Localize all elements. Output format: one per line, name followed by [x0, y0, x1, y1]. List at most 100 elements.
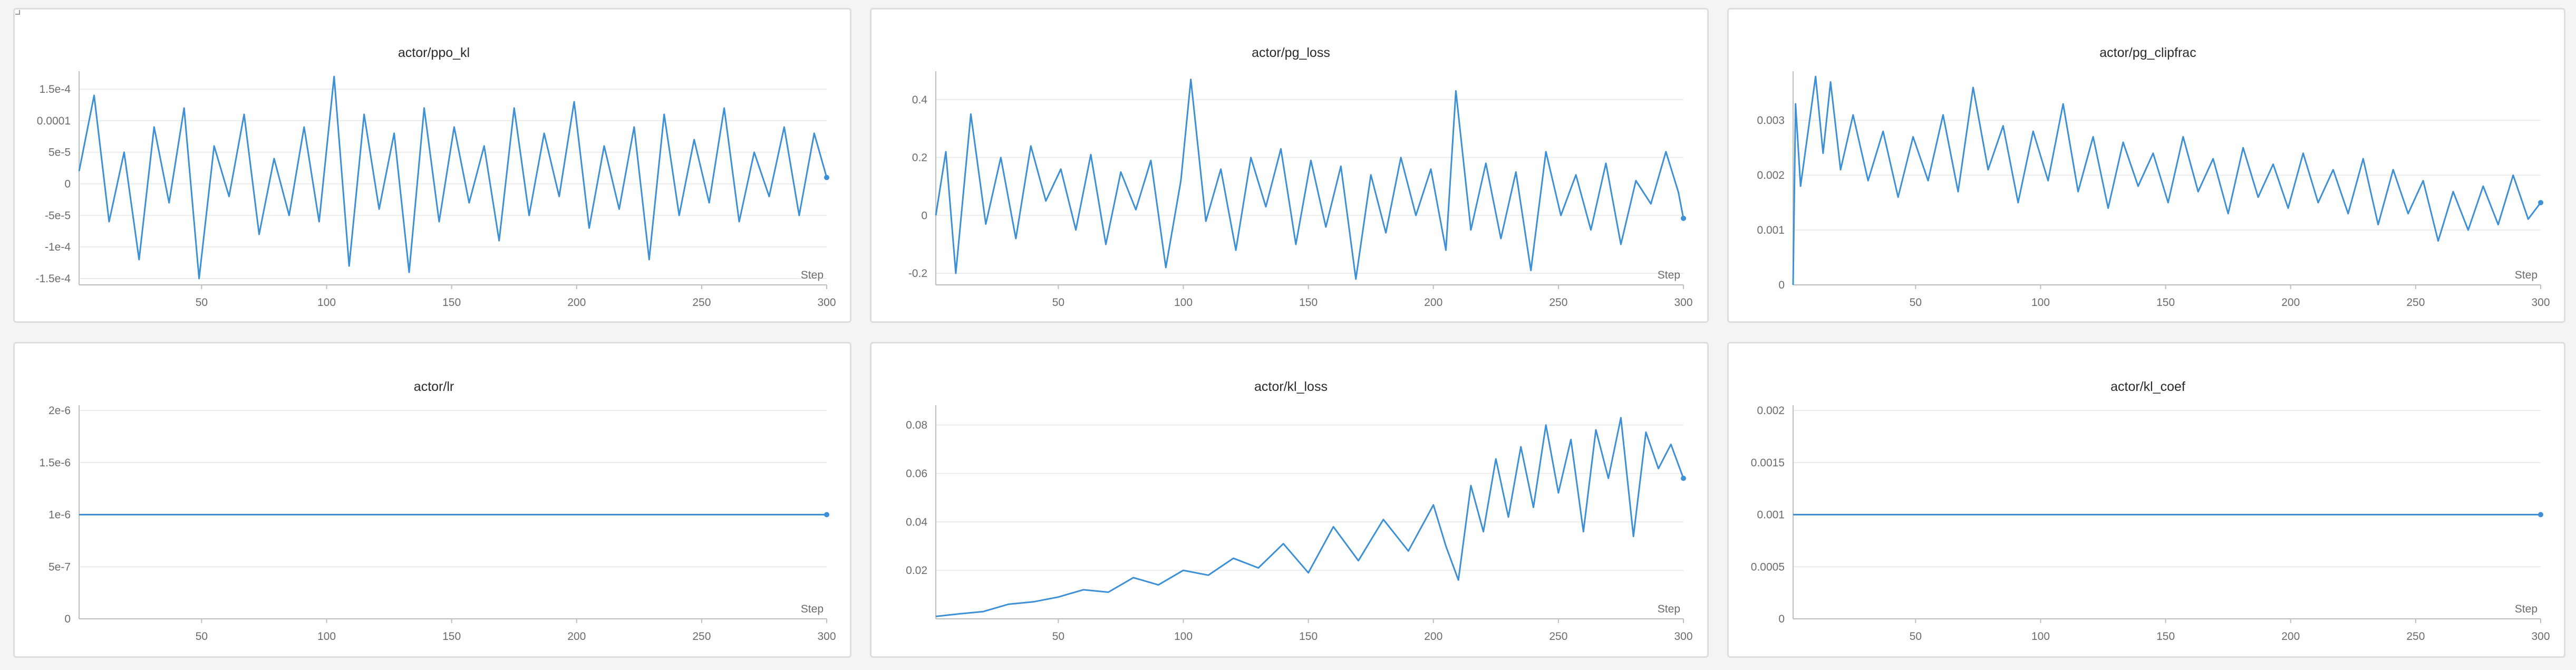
- chart-title: actor/pg_clipfrac: [2099, 45, 2196, 60]
- x-axis-label: Step: [801, 269, 824, 281]
- x-axis-label: Step: [1658, 269, 1680, 281]
- series-line: [78, 75, 828, 280]
- y-tick-label: 0.001: [1757, 509, 1785, 521]
- x-tick-label: 300: [817, 296, 836, 309]
- chart-panel[interactable]: actor/ppo_kl -1.5e-4 -1e-4 -5e-5 0 5e-5 0.0001…: [13, 8, 851, 323]
- x-tick-label: 200: [567, 296, 586, 309]
- x-tick-label: 150: [2156, 296, 2175, 309]
- y-tick-label: 0.002: [1757, 405, 1785, 417]
- series-end-point: [824, 512, 829, 518]
- x-tick-label: 200: [2281, 630, 2300, 643]
- y-tick-label: -0.2: [908, 267, 927, 280]
- x-tick-label: 100: [2031, 296, 2050, 309]
- chart-panel[interactable]: actor/pg_clipfrac 0 0.001 0.002 0.003 50 100 15…: [1727, 8, 2565, 323]
- x-tick-label: 150: [442, 630, 461, 643]
- x-tick-label: 200: [2281, 296, 2300, 309]
- y-tick-label: 2e-6: [49, 405, 71, 417]
- x-tick-label: 300: [1674, 630, 1692, 643]
- y-tick-label: 0: [1778, 613, 1785, 625]
- x-tick-label: 150: [442, 296, 461, 309]
- y-tick-label: 0.4: [912, 94, 928, 106]
- y-tick-label: 5e-7: [49, 561, 71, 573]
- x-axis-label: Step: [2515, 269, 2538, 281]
- x-tick-label: 300: [817, 630, 836, 643]
- chart-panel[interactable]: actor/lr 0 5e-7 1e-6 1.5e-6 2e-6 50 100 150 200 25…: [13, 342, 851, 658]
- x-tick-label: 250: [1549, 630, 1567, 643]
- y-tick-label: 0.0005: [1751, 561, 1785, 573]
- series-line: [1792, 75, 2542, 285]
- y-tick-label: 0.02: [906, 564, 927, 577]
- x-tick-label: 250: [2406, 296, 2425, 309]
- x-axis-label: Step: [801, 603, 824, 615]
- y-tick-label: -1e-4: [45, 241, 71, 253]
- chart-svg: actor/pg_clipfrac 0 0.001 0.002 0.003 50 100 15…: [1757, 45, 2550, 309]
- x-tick-label: 100: [1174, 630, 1193, 643]
- x-tick-label: 200: [1424, 296, 1442, 309]
- y-tick-label: 0.001: [1757, 224, 1785, 236]
- y-tick-label: 5e-5: [49, 147, 71, 159]
- chart-panel[interactable]: actor/pg_loss -0.2 0 0.2 0.4 50 100 150 200 250 30…: [870, 8, 1709, 323]
- chart-title: actor/kl_coef: [2110, 379, 2185, 394]
- x-tick-label: 50: [196, 630, 208, 643]
- chart-title: actor/pg_loss: [1252, 45, 1330, 60]
- x-axis-label: Step: [1658, 603, 1680, 615]
- series-end-point: [824, 175, 829, 180]
- x-tick-label: 150: [2156, 630, 2175, 643]
- x-tick-label: 100: [317, 296, 336, 309]
- y-tick-label: 0.002: [1757, 169, 1785, 181]
- x-tick-label: 250: [1549, 296, 1567, 309]
- y-tick-label: 0.06: [906, 467, 927, 480]
- x-tick-label: 50: [1910, 630, 1922, 643]
- y-tick-label: 0: [921, 209, 927, 222]
- x-tick-label: 100: [2031, 630, 2050, 643]
- x-tick-label: 50: [1910, 296, 1922, 309]
- x-tick-label: 250: [692, 296, 711, 309]
- resize-handle-icon[interactable]: [15, 9, 20, 15]
- x-tick-label: 50: [1052, 296, 1064, 309]
- chart-svg: actor/kl_loss 0.02 0.04 0.06 0.08 50 100 150 200…: [906, 379, 1692, 643]
- series-end-point: [1681, 215, 1686, 221]
- y-tick-label: -1.5e-4: [35, 273, 71, 285]
- y-tick-label: 0: [64, 613, 71, 625]
- chart-svg: actor/pg_loss -0.2 0 0.2 0.4 50 100 150 200 250 30…: [908, 45, 1693, 309]
- series-line: [935, 79, 1684, 280]
- x-tick-label: 300: [1674, 296, 1692, 309]
- x-tick-label: 150: [1299, 630, 1318, 643]
- series-end-point: [2538, 200, 2543, 206]
- y-tick-label: 0.003: [1757, 114, 1785, 127]
- x-tick-label: 200: [567, 630, 586, 643]
- y-tick-label: 0: [1778, 279, 1785, 291]
- chart-title: actor/lr: [414, 379, 454, 394]
- x-tick-label: 100: [317, 630, 336, 643]
- y-tick-label: 0.08: [906, 419, 927, 432]
- series-end-point: [2538, 512, 2543, 518]
- chart-panel[interactable]: actor/kl_loss 0.02 0.04 0.06 0.08 50 100 150 200…: [870, 342, 1709, 658]
- x-tick-label: 300: [2531, 296, 2550, 309]
- y-tick-label: -5e-5: [45, 209, 71, 222]
- y-tick-label: 0.0001: [37, 115, 71, 127]
- x-tick-label: 50: [196, 296, 208, 309]
- series-line: [935, 417, 1684, 617]
- x-tick-label: 100: [1174, 296, 1193, 309]
- x-tick-label: 50: [1052, 630, 1064, 643]
- x-axis-label: Step: [2515, 603, 2538, 615]
- x-tick-label: 300: [2531, 630, 2550, 643]
- chart-panel[interactable]: actor/kl_coef 0 0.0005 0.001 0.0015 0.002 50 10…: [1727, 342, 2565, 658]
- y-tick-label: 1.5e-4: [39, 83, 71, 95]
- chart-svg: actor/lr 0 5e-7 1e-6 1.5e-6 2e-6 50 100 150 200 25…: [39, 379, 836, 643]
- chart-svg: actor/ppo_kl -1.5e-4 -1e-4 -5e-5 0 5e-5 0.0001…: [35, 45, 836, 309]
- x-tick-label: 200: [1424, 630, 1442, 643]
- x-tick-label: 250: [2406, 630, 2425, 643]
- y-tick-label: 0: [64, 178, 71, 190]
- series-end-point: [1681, 475, 1686, 481]
- y-tick-label: 0.0015: [1751, 457, 1785, 469]
- y-tick-label: 1e-6: [49, 509, 71, 521]
- y-tick-label: 0.2: [912, 152, 927, 164]
- chart-title: actor/kl_loss: [1254, 379, 1328, 394]
- chart-svg: actor/kl_coef 0 0.0005 0.001 0.0015 0.002 50 10…: [1751, 379, 2550, 643]
- y-tick-label: 0.04: [906, 516, 927, 528]
- chart-title: actor/ppo_kl: [398, 45, 470, 60]
- y-tick-label: 1.5e-6: [39, 457, 71, 469]
- x-tick-label: 250: [692, 630, 711, 643]
